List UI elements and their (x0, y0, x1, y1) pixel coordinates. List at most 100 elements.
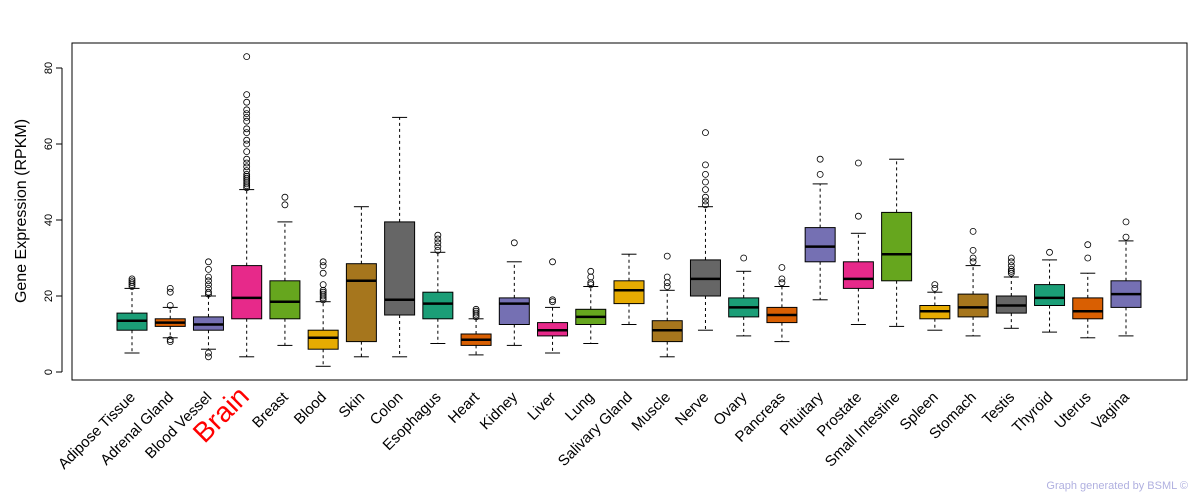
outlier-point (205, 265, 212, 273)
outlier-point (243, 98, 251, 106)
outlier-point (243, 110, 251, 117)
x-tick-label: Liver (524, 389, 559, 424)
outlier-point (587, 281, 595, 289)
outlier-point (472, 307, 480, 315)
outlier-point (243, 53, 251, 60)
outlier-point (243, 117, 251, 125)
outlier-point (472, 305, 480, 313)
iqr-box (1072, 297, 1104, 320)
outlier-point (243, 174, 251, 182)
iqr-box (269, 280, 301, 320)
iqr-box (842, 261, 874, 289)
outlier-point (969, 227, 977, 235)
x-tick-label: Vagina (1089, 388, 1134, 433)
box-esophagus (422, 231, 454, 344)
x-tick-label: Skin (336, 389, 369, 422)
outlier-point (702, 161, 709, 169)
outlier-point (205, 273, 212, 281)
box-kidney (498, 239, 530, 346)
outlier-point (1046, 248, 1053, 256)
iqr-box (1034, 284, 1066, 307)
outlier-point (243, 148, 251, 156)
box-blood (307, 258, 339, 367)
y-tick-label: 60 (43, 138, 55, 150)
box-prostate (842, 159, 874, 325)
outlier-point (931, 284, 939, 292)
outlier-point (319, 269, 327, 277)
outlier-point (243, 159, 251, 167)
outlier-point (663, 252, 671, 260)
outlier-point (816, 155, 824, 163)
outlier-point (778, 275, 786, 283)
outlier-point (243, 136, 251, 144)
outlier-point (740, 254, 748, 262)
box-thyroid (1034, 248, 1066, 333)
outlier-point (243, 129, 251, 137)
outlier-point (243, 106, 251, 114)
outlier-point (205, 349, 212, 357)
outlier-point (1084, 254, 1092, 262)
outlier-point (1007, 262, 1015, 270)
outlier-point (1122, 233, 1130, 241)
box-colon (384, 116, 416, 358)
outlier-point (205, 277, 212, 285)
outlier-point (778, 279, 786, 287)
box-salivary-gland (613, 253, 645, 325)
iqr-box (498, 297, 530, 325)
y-axis: 0 20 40 60 80 (43, 62, 63, 375)
outlier-point (854, 159, 862, 167)
outlier-point (243, 125, 251, 133)
credit-text: Graph generated by BSML © (1046, 480, 1188, 492)
outlier-point (128, 279, 136, 287)
box-brain (231, 53, 263, 358)
box-pancreas (766, 264, 798, 343)
x-tick-label: Kidney (477, 388, 522, 433)
outlier-point (166, 338, 174, 346)
x-tick-label: Thyroid (1009, 389, 1056, 436)
outlier-point (205, 258, 212, 266)
y-tick-label: 80 (43, 62, 55, 74)
box-adrenal-gland (154, 284, 186, 346)
x-tick-label: Muscle (628, 389, 674, 435)
plot-frame (71, 42, 1188, 381)
outlier-point (166, 288, 174, 296)
iqr-box (881, 211, 913, 282)
outlier-point (166, 336, 174, 344)
y-tick-label: 20 (43, 290, 55, 302)
outlier-point (472, 309, 480, 317)
box-liver (537, 258, 569, 354)
outlier-point (319, 290, 327, 298)
outlier-point (1122, 218, 1130, 226)
outlier-point (434, 231, 442, 239)
outlier-point (434, 239, 442, 247)
outlier-point (510, 239, 518, 247)
outlier-point (243, 114, 251, 121)
box-heart (460, 305, 492, 356)
box-small-intestine (881, 158, 913, 327)
outlier-point (319, 262, 327, 270)
iqr-box (422, 291, 454, 320)
outlier-point (969, 258, 977, 266)
outlier-point (931, 281, 939, 289)
outlier-point (128, 275, 136, 283)
box-pituitary (804, 155, 836, 301)
outlier-point (319, 258, 327, 266)
outlier-point (1084, 241, 1092, 249)
outlier-point (243, 163, 251, 171)
box-adipose-tissue (116, 275, 148, 354)
outlier-point (702, 197, 709, 205)
outlier-point (702, 201, 709, 209)
outlier-point (205, 284, 212, 292)
outlier-point (1007, 265, 1015, 273)
box-spleen (919, 281, 951, 331)
x-tick-label: Blood (291, 389, 330, 428)
box-ovary (728, 254, 760, 337)
outlier-point (281, 193, 289, 201)
outlier-point (434, 243, 442, 251)
outlier-point (587, 267, 595, 275)
box-testis (995, 254, 1027, 329)
outlier-point (434, 235, 442, 243)
outlier-point (549, 296, 556, 304)
